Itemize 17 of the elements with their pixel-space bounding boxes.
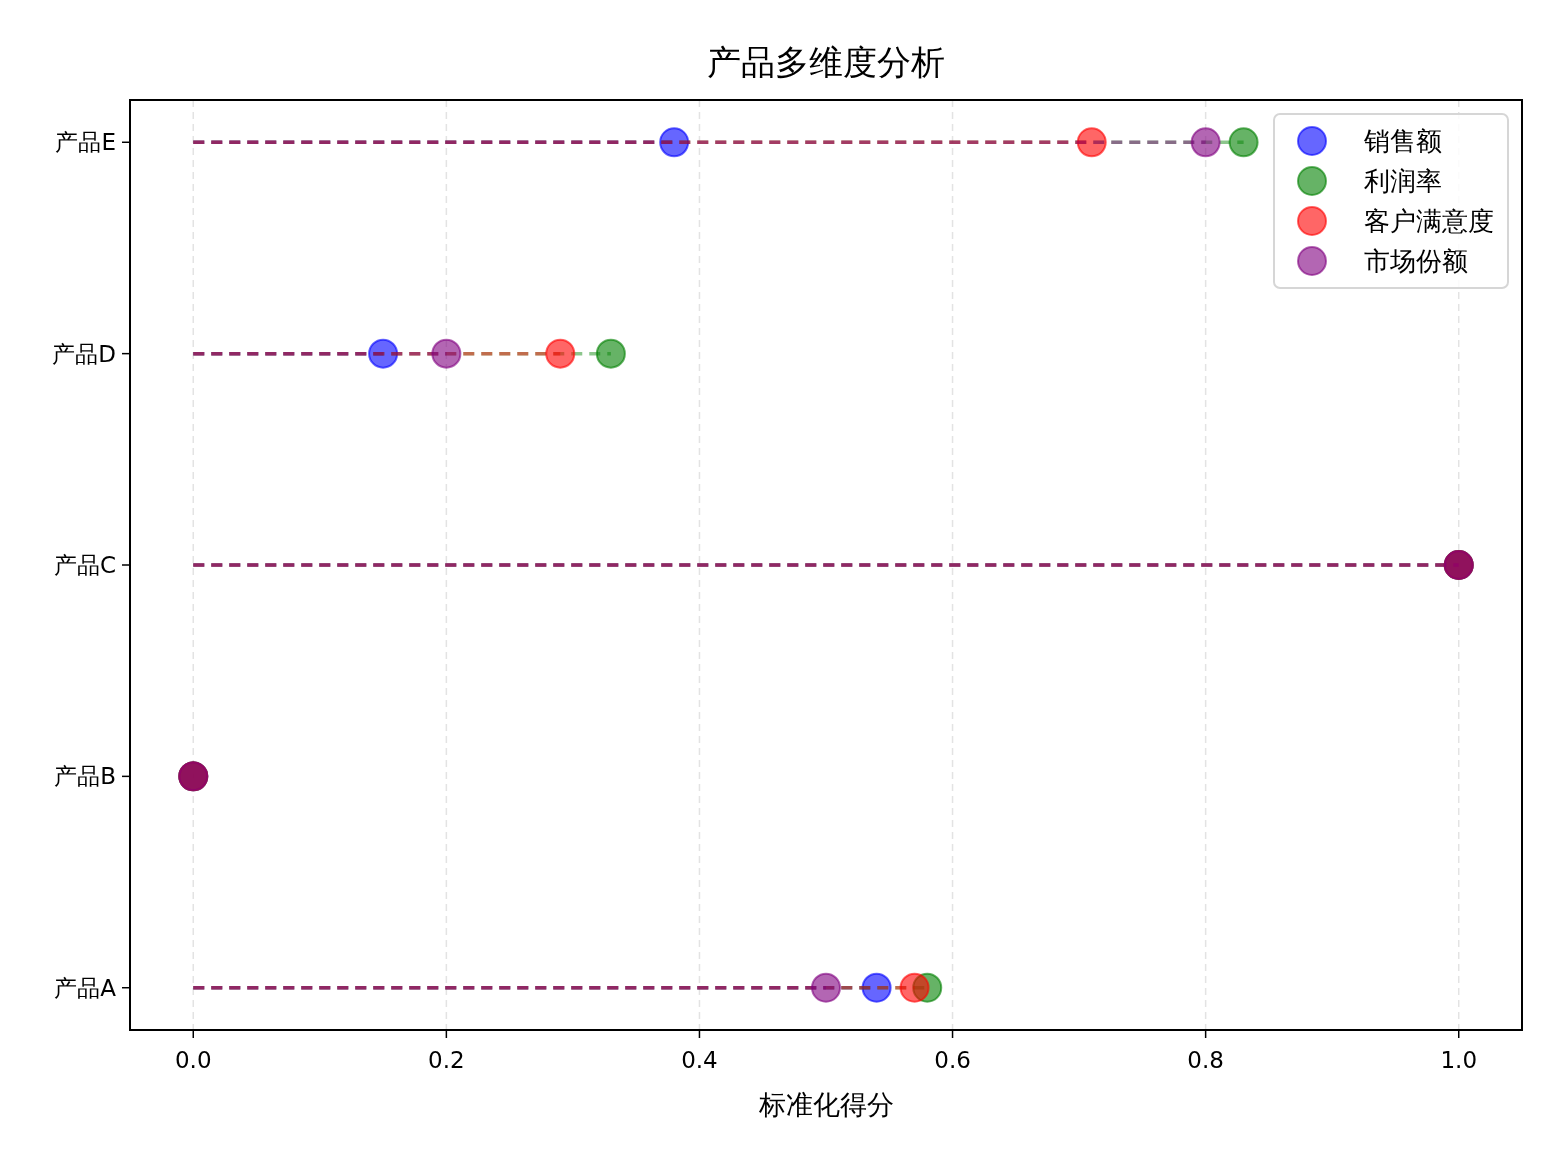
x-tick-label: 0.6 [934,1047,971,1073]
x-tick-label: 1.0 [1440,1047,1478,1073]
x-tick-label: 0.2 [428,1047,465,1073]
y-tick-label: 产品E [55,129,116,156]
y-tick-label: 产品C [53,552,116,578]
x-axis-title: 标准化得分 [757,1089,894,1120]
legend-label: 利润率 [1364,166,1442,196]
x-tick-label: 0.4 [681,1047,718,1073]
y-tick-label: 产品A [54,974,117,1001]
x-tick-label: 0.8 [1187,1047,1224,1073]
legend-label: 市场份额 [1364,246,1468,276]
x-tick-label: 0.0 [174,1047,212,1073]
y-tick-label: 产品D [52,340,116,367]
legend-label: 销售额 [1363,126,1442,156]
legend-label: 客户满意度 [1364,206,1494,236]
chart-title: 产品多维度分析 [707,42,945,82]
y-tick-label: 产品B [54,763,116,790]
